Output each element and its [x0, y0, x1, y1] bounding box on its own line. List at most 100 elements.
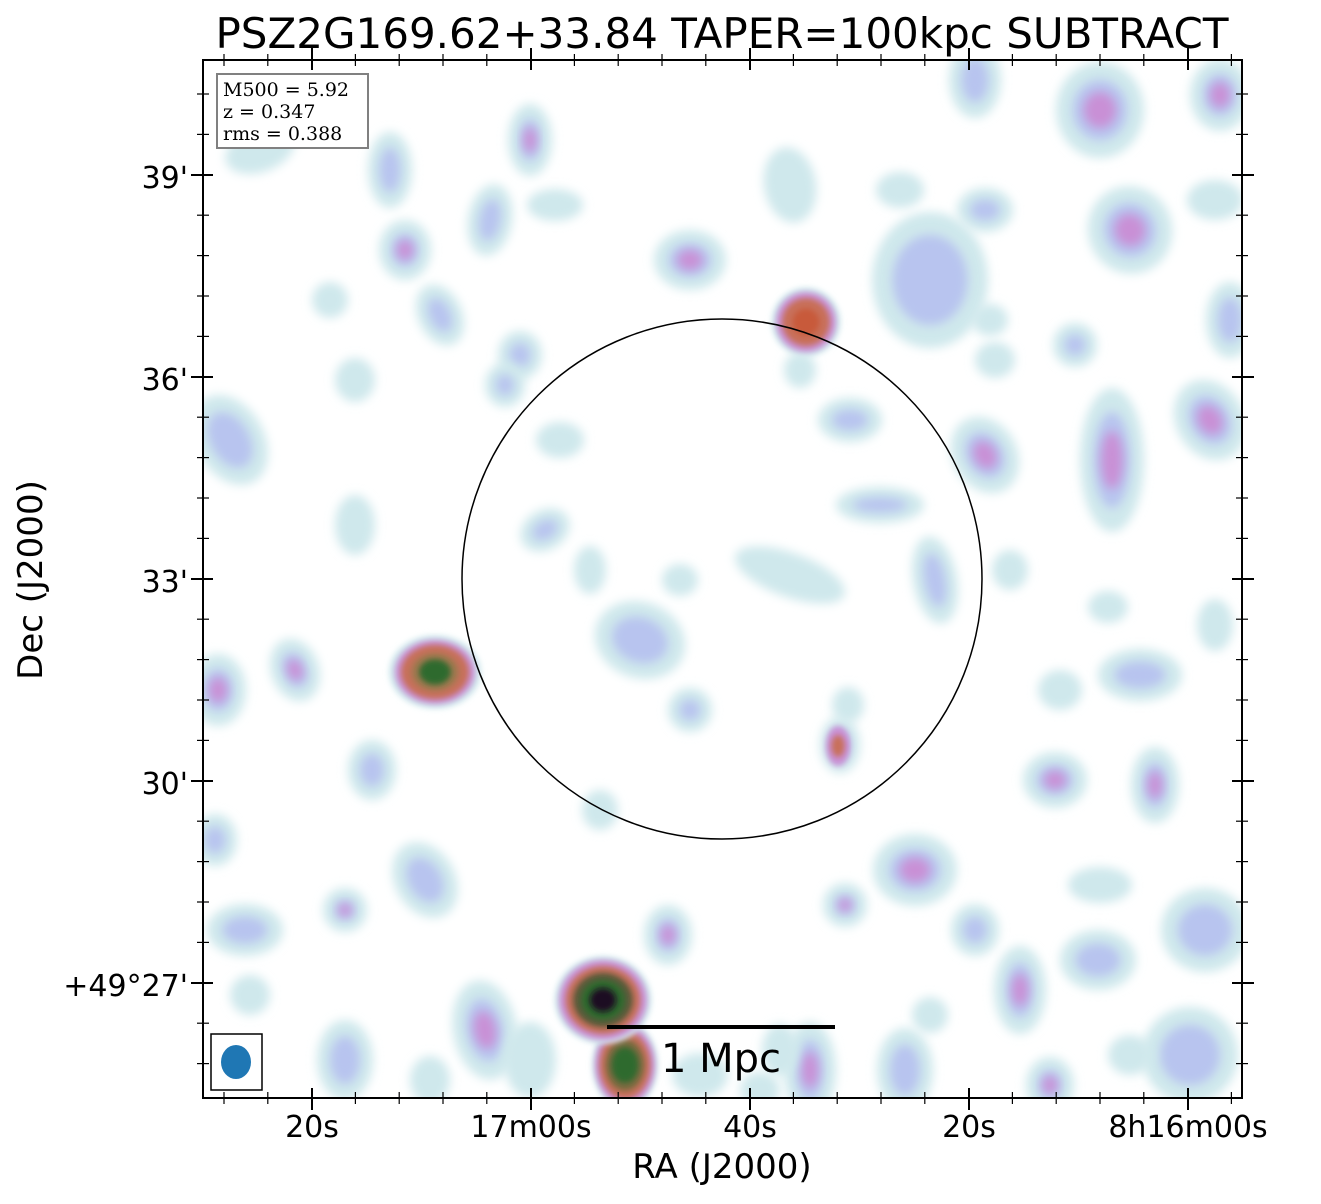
- emission-blob-core: [1218, 297, 1242, 343]
- x-tick-label: 17m00s: [470, 1110, 591, 1145]
- emission-blob: [992, 550, 1028, 590]
- emission-blob-core: [330, 1036, 360, 1084]
- scale-bar: 1 Mpc: [607, 1025, 835, 1082]
- emission-blob-peak: [1011, 973, 1029, 1007]
- compact-source: [792, 308, 820, 336]
- emission-blob: [784, 352, 816, 388]
- emission-blob-core: [207, 412, 253, 468]
- y-axis-label: Dec (J2000): [11, 480, 51, 680]
- info-redshift: z = 0.347: [223, 101, 315, 123]
- compact-source: [611, 1047, 639, 1083]
- emission-blob: [312, 282, 348, 318]
- info-rms: rms = 0.388: [223, 123, 342, 145]
- emission-blob-peak: [287, 659, 303, 681]
- emission-blob: [582, 790, 618, 830]
- emission-blob-core: [204, 826, 226, 854]
- emission-blob-core: [1178, 904, 1232, 956]
- emission-blob-core: [379, 147, 401, 193]
- emission-blob-core: [970, 199, 1000, 221]
- emission-blob-core: [427, 298, 453, 332]
- emission-blob: [832, 687, 864, 723]
- emission-blob-core: [1064, 334, 1086, 356]
- emission-blob-core: [963, 916, 987, 944]
- emission-blob-core: [496, 374, 514, 396]
- emission-blob-core: [479, 199, 501, 241]
- y-tick-label: 36': [142, 363, 188, 398]
- emission-blob: [410, 1056, 450, 1098]
- emission-map: [203, 60, 1242, 1098]
- emission-blob-core: [1160, 1025, 1220, 1085]
- emission-blob-core: [892, 235, 968, 325]
- emission-blob: [972, 304, 1008, 336]
- scale-bar-label: 1 Mpc: [661, 1036, 781, 1082]
- emission-blob: [230, 975, 270, 1015]
- cluster-aperture-circle: [461, 318, 983, 840]
- emission-blob: [975, 342, 1015, 378]
- emission-blob-peak: [838, 898, 852, 912]
- emission-blob: [1038, 670, 1082, 710]
- beam-indicator: [210, 1033, 263, 1091]
- emission-blob-peak: [1114, 213, 1146, 247]
- x-axis-label: RA (J2000): [632, 1147, 811, 1187]
- emission-blob: [1088, 591, 1128, 623]
- emission-blob-peak: [1197, 405, 1223, 435]
- emission-blob-core: [612, 616, 668, 664]
- emission-blob-peak: [338, 903, 352, 917]
- compact-source: [831, 735, 845, 757]
- emission-blob: [335, 358, 375, 402]
- x-axis-tick-labels: 20s 17m00s 40s 20s 8h16m00s: [285, 1110, 1268, 1145]
- x-tick-label: 20s: [942, 1110, 996, 1145]
- y-tick-label: +49°27': [63, 969, 188, 1004]
- emission-blob-peak: [209, 677, 227, 703]
- emission-blob-peak: [1147, 771, 1163, 799]
- emission-blob: [763, 147, 817, 223]
- emission-blob-core: [890, 1044, 920, 1096]
- emission-blob-peak: [1101, 431, 1123, 489]
- emission-blob-core: [406, 857, 444, 903]
- emission-blob: [335, 495, 375, 555]
- emission-blob: [734, 546, 846, 604]
- emission-blob-core: [222, 916, 268, 944]
- y-tick-label: 33': [142, 565, 188, 600]
- emission-blob-core: [832, 409, 868, 431]
- x-tick-label: 40s: [723, 1110, 777, 1145]
- emission-blob-peak: [677, 250, 703, 270]
- emission-blob: [574, 546, 606, 594]
- beam-ellipse: [221, 1045, 251, 1079]
- emission-blob-peak: [1044, 771, 1066, 789]
- emission-blob-core: [1075, 943, 1121, 977]
- y-tick-label: 30': [142, 767, 188, 802]
- emission-blob: [762, 1024, 798, 1076]
- x-tick-label: 20s: [285, 1110, 339, 1145]
- emission-blob-peak: [899, 857, 931, 883]
- emission-blob-core: [923, 553, 947, 607]
- emission-blob: [672, 1053, 728, 1097]
- emission-blob: [1197, 599, 1233, 651]
- emission-blob-peak: [523, 127, 537, 153]
- emission-blob-core: [679, 699, 701, 721]
- y-axis-tick-labels: 39' 36' 33' 30' +49°27': [63, 161, 188, 1004]
- info-box: M500 = 5.92 z = 0.347 rms = 0.388: [216, 73, 369, 149]
- emission-blob-core: [360, 753, 384, 787]
- figure-title: PSZ2G169.62+33.84 TAPER=100kpc SUBTRACT: [215, 9, 1228, 58]
- emission-blob: [662, 564, 698, 596]
- emission-blob: [504, 1022, 556, 1098]
- emission-blob-core: [853, 497, 907, 513]
- plot-area: [203, 60, 1242, 1098]
- y-tick-label: 39': [142, 161, 188, 196]
- info-mass: M500 = 5.92: [223, 79, 349, 101]
- emission-blob-peak: [473, 1011, 497, 1049]
- compact-source: [419, 659, 451, 685]
- emission-blob-core: [532, 519, 558, 541]
- emission-blob: [1068, 867, 1132, 903]
- axis-ticks: [191, 48, 1254, 1110]
- emission-blob: [536, 422, 584, 458]
- emission-blob-peak: [1210, 82, 1230, 108]
- emission-blob-peak: [973, 441, 997, 469]
- emission-blob: [912, 997, 948, 1033]
- emission-blob-peak: [1083, 92, 1117, 128]
- emission-blob-peak: [801, 1052, 819, 1088]
- emission-blob-peak: [396, 240, 414, 260]
- emission-blob: [876, 172, 924, 208]
